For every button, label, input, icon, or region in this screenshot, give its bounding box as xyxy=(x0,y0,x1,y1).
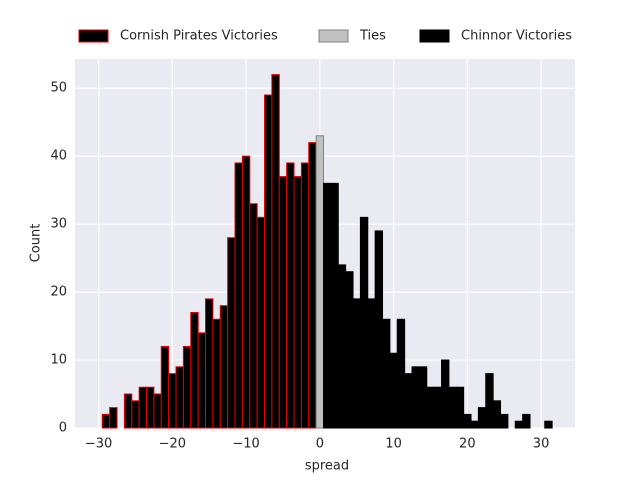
bar xyxy=(219,305,229,429)
bar xyxy=(352,298,361,429)
bar xyxy=(101,413,111,429)
bar xyxy=(286,162,295,429)
bar xyxy=(131,400,140,429)
bar xyxy=(205,298,214,429)
bar xyxy=(477,407,487,429)
x-tick-label: −10 xyxy=(232,437,259,452)
bar xyxy=(500,413,509,429)
bar xyxy=(374,230,384,429)
bar xyxy=(249,203,258,429)
bar xyxy=(485,373,494,429)
bar xyxy=(382,318,391,429)
y-tick-label: 50 xyxy=(50,81,67,96)
legend-swatch xyxy=(318,29,349,43)
bar xyxy=(411,366,420,429)
x-tick-label: −30 xyxy=(85,437,112,452)
x-tick-label: 10 xyxy=(385,437,402,452)
bar xyxy=(514,420,524,429)
bar xyxy=(160,345,170,429)
bar xyxy=(256,216,266,429)
bar xyxy=(182,345,192,429)
bar xyxy=(433,386,443,429)
bar xyxy=(315,135,325,429)
bar xyxy=(146,386,155,429)
bar xyxy=(212,318,221,429)
bar xyxy=(264,94,273,429)
bar xyxy=(278,176,288,429)
bar xyxy=(396,318,406,429)
bar xyxy=(455,386,465,429)
y-tick-label: 20 xyxy=(50,285,67,300)
legend-label: Cornish Pirates Victories xyxy=(120,29,278,44)
bar xyxy=(300,162,310,429)
bar xyxy=(463,413,472,429)
x-axis-label: spread xyxy=(305,459,349,474)
bar xyxy=(418,366,428,429)
legend-swatch xyxy=(419,29,450,43)
bar xyxy=(448,386,457,429)
bar xyxy=(337,264,347,429)
bar xyxy=(168,373,177,429)
bar xyxy=(389,352,398,429)
bar xyxy=(175,366,184,429)
x-tick-label: 20 xyxy=(459,437,476,452)
y-tick-label: 30 xyxy=(50,217,67,232)
legend-label: Ties xyxy=(359,29,386,44)
bar xyxy=(293,176,302,429)
legend-label: Chinnor Victories xyxy=(461,29,572,44)
bar xyxy=(441,359,450,429)
y-tick-label: 10 xyxy=(50,353,67,368)
bar xyxy=(138,386,148,429)
bar xyxy=(330,182,339,429)
x-tick-label: −20 xyxy=(159,437,186,452)
y-tick-label: 0 xyxy=(59,421,67,436)
bar xyxy=(227,237,236,429)
bar xyxy=(544,420,553,429)
bar xyxy=(367,298,376,429)
legend-swatch xyxy=(78,29,109,43)
bar xyxy=(234,162,243,429)
bar xyxy=(345,271,354,429)
bar xyxy=(323,182,332,429)
x-tick-label: 0 xyxy=(316,437,324,452)
bar xyxy=(492,400,502,429)
bar xyxy=(522,413,531,429)
y-axis-label: Count xyxy=(29,224,44,263)
x-tick-label: 30 xyxy=(533,437,550,452)
y-tick-label: 40 xyxy=(50,149,67,164)
bar xyxy=(123,393,133,429)
bar xyxy=(241,155,251,429)
bar xyxy=(197,332,207,429)
bar xyxy=(426,386,435,429)
bar xyxy=(470,420,479,429)
bar xyxy=(308,142,317,429)
bar xyxy=(404,373,413,429)
bar xyxy=(153,393,162,429)
bar xyxy=(109,407,118,429)
bar xyxy=(359,216,369,429)
bar xyxy=(190,311,199,429)
bar xyxy=(271,74,280,429)
